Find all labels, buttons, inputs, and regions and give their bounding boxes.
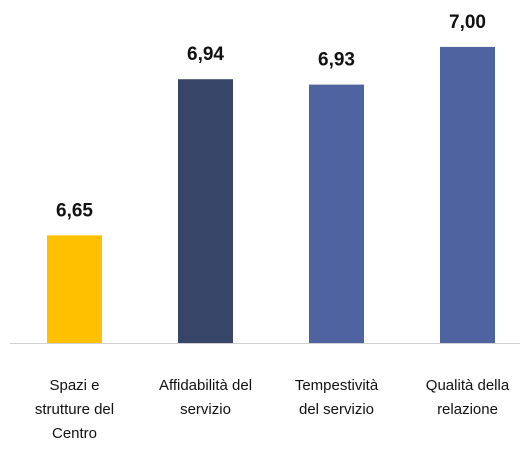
bar: [47, 235, 102, 343]
x-tick-label: Qualità della: [426, 377, 510, 394]
value-label: 6,93: [318, 50, 355, 71]
x-tick-label: Centro: [52, 425, 97, 442]
value-label: 7,00: [449, 12, 486, 33]
x-tick-label: del servizio: [299, 401, 374, 418]
x-tick-label: servizio: [180, 401, 231, 418]
bar: [309, 84, 364, 343]
value-label: 6,65: [56, 200, 93, 221]
x-tick-label: strutture del: [35, 401, 114, 418]
x-tick-label: relazione: [437, 401, 498, 418]
value-label: 6,94: [187, 44, 224, 65]
bar: [440, 46, 495, 344]
x-tick-label: Affidabilità del: [159, 377, 252, 394]
x-tick-label: Spazi e: [49, 377, 99, 394]
x-tick-label: Tempestività: [295, 377, 379, 394]
bar: [178, 79, 233, 343]
